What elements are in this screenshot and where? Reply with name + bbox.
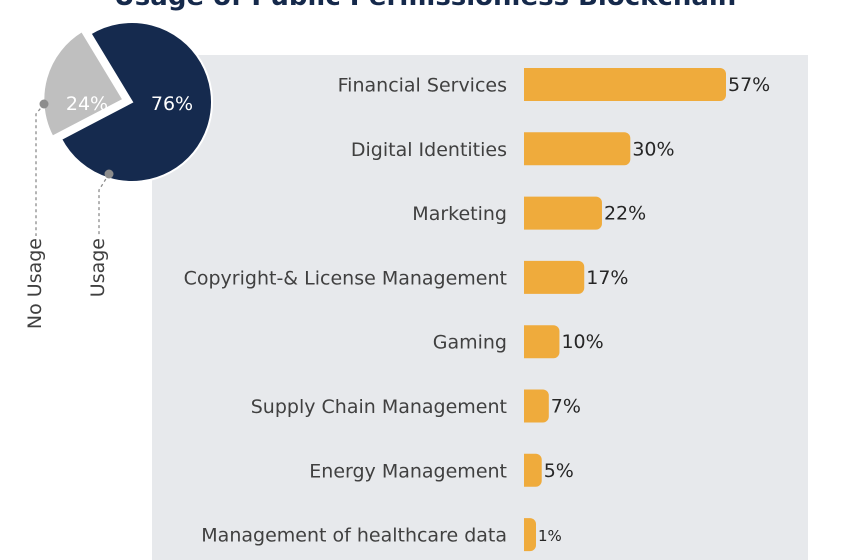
- value-label-1: 57%: [728, 74, 770, 96]
- bar-5: [524, 325, 560, 359]
- value-label-6: 7%: [551, 396, 581, 418]
- category-label-1: Financial Services: [338, 75, 507, 97]
- value-label-5: 10%: [561, 331, 603, 353]
- bar-1: [524, 68, 726, 101]
- value-label-3: 22%: [604, 203, 646, 225]
- category-label-8: Management of healthcare data: [201, 525, 507, 547]
- value-label-4: 17%: [586, 267, 628, 289]
- value-label-8: 1%: [538, 527, 562, 545]
- category-label-3: Marketing: [412, 203, 507, 225]
- pie-value-no-usage: 24%: [66, 93, 108, 115]
- bar-7: [524, 453, 542, 487]
- value-label-7: 5%: [544, 460, 574, 482]
- chart-title: Usage of Public Permissionless Blockchai…: [0, 0, 850, 12]
- leader-line-no-usage: [35, 103, 45, 236]
- bar-chart-panel: [152, 55, 808, 560]
- bar-4: [524, 260, 585, 294]
- category-label-5: Gaming: [433, 332, 507, 354]
- category-label-7: Energy Management: [309, 460, 507, 482]
- pie-label-usage: Usage: [87, 238, 109, 297]
- category-label-6: Supply Chain Management: [251, 396, 507, 418]
- pie-slice-no-usage: [42, 29, 125, 138]
- bar-2: [524, 132, 631, 166]
- category-label-4: Copyright-& License Management: [184, 267, 507, 289]
- leader-line-usage: [98, 173, 110, 236]
- leader-dot-usage: [104, 169, 114, 179]
- bar-3: [524, 196, 602, 230]
- pie-slice-usage: [59, 21, 213, 183]
- bar-8: [524, 518, 536, 552]
- leader-dot-no-usage: [39, 99, 49, 109]
- pie-label-no-usage: No Usage: [24, 238, 46, 329]
- pie-value-usage: 76%: [151, 93, 193, 115]
- bar-6: [524, 389, 549, 423]
- category-label-2: Digital Identities: [351, 139, 507, 161]
- value-label-2: 30%: [632, 138, 674, 160]
